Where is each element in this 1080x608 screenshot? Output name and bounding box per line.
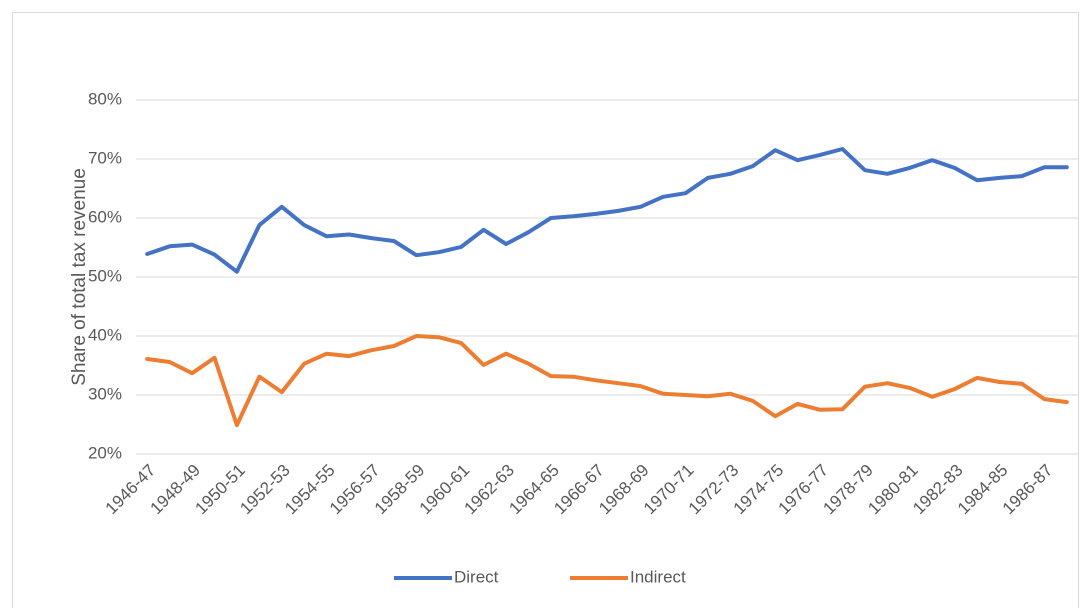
y-tick-label: 20%: [88, 443, 122, 462]
chart-frame: [12, 12, 1079, 608]
y-tick-label: 40%: [88, 325, 122, 344]
y-tick-label: 80%: [88, 89, 122, 108]
y-tick-label: 60%: [88, 207, 122, 226]
legend-label: Direct: [454, 567, 499, 586]
y-tick-label: 30%: [88, 384, 122, 403]
series-line: [145, 334, 1069, 428]
y-axis-label: Share of total tax revenue: [69, 168, 90, 386]
series-line: [145, 147, 1069, 274]
y-tick-label: 50%: [88, 266, 122, 285]
y-tick-label: 70%: [88, 148, 122, 167]
legend-label: Indirect: [630, 567, 686, 586]
